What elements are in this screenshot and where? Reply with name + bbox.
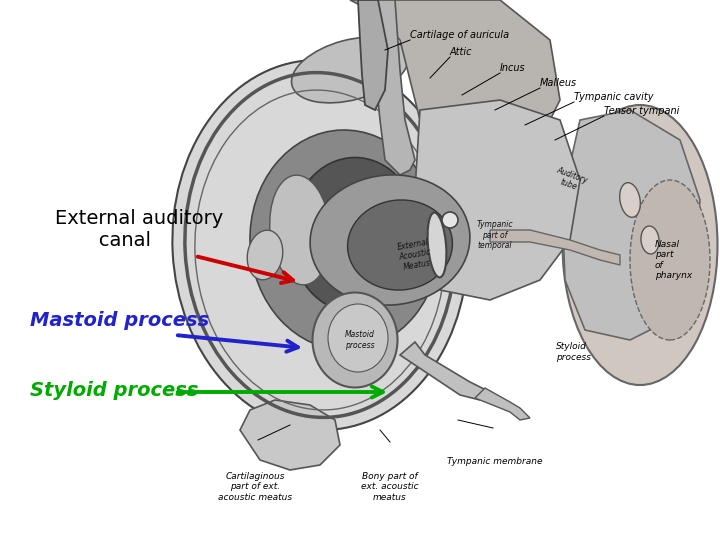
Polygon shape bbox=[370, 0, 415, 175]
Ellipse shape bbox=[247, 230, 283, 280]
Text: Tympanic membrane: Tympanic membrane bbox=[447, 457, 543, 466]
Text: Styloid
process: Styloid process bbox=[556, 342, 591, 362]
Ellipse shape bbox=[310, 175, 470, 305]
Polygon shape bbox=[350, 0, 560, 170]
Text: Tensor tympani: Tensor tympani bbox=[604, 106, 680, 116]
Text: Mastoid process: Mastoid process bbox=[30, 310, 210, 329]
Polygon shape bbox=[400, 342, 490, 400]
Polygon shape bbox=[358, 0, 388, 110]
Ellipse shape bbox=[290, 158, 420, 313]
Text: Bony part of
ext. acoustic
meatus: Bony part of ext. acoustic meatus bbox=[361, 472, 419, 502]
Text: Tympanic
part of
temporal: Tympanic part of temporal bbox=[477, 220, 513, 250]
Circle shape bbox=[442, 212, 458, 228]
Polygon shape bbox=[240, 400, 340, 470]
Polygon shape bbox=[475, 388, 530, 420]
Text: Cartilaginous
part of ext.
acoustic meatus: Cartilaginous part of ext. acoustic meat… bbox=[218, 472, 292, 502]
Text: Cartilage of auricula: Cartilage of auricula bbox=[410, 30, 509, 40]
Text: Incus: Incus bbox=[500, 63, 526, 73]
Ellipse shape bbox=[562, 105, 718, 385]
Ellipse shape bbox=[292, 37, 408, 103]
Text: Malleus: Malleus bbox=[540, 78, 577, 88]
Polygon shape bbox=[415, 100, 580, 300]
Ellipse shape bbox=[630, 180, 710, 340]
Text: Mastoid
process: Mastoid process bbox=[345, 330, 375, 350]
Text: Nasal
part
of
pharynx: Nasal part of pharynx bbox=[655, 240, 692, 280]
Ellipse shape bbox=[620, 183, 640, 217]
Polygon shape bbox=[562, 110, 700, 340]
Text: External
Acoustic
Meatus: External Acoustic Meatus bbox=[397, 238, 433, 273]
Text: Auditory
tube: Auditory tube bbox=[552, 165, 588, 194]
Text: Tympanic cavity: Tympanic cavity bbox=[574, 92, 654, 102]
Text: Styloid process: Styloid process bbox=[30, 381, 199, 400]
Ellipse shape bbox=[172, 60, 467, 430]
Ellipse shape bbox=[641, 226, 659, 254]
Text: External auditory
       canal: External auditory canal bbox=[55, 210, 223, 251]
Ellipse shape bbox=[270, 175, 330, 285]
Ellipse shape bbox=[348, 200, 452, 290]
Polygon shape bbox=[490, 230, 620, 265]
Ellipse shape bbox=[312, 293, 397, 388]
Ellipse shape bbox=[428, 213, 446, 278]
Ellipse shape bbox=[328, 304, 388, 372]
Text: Attic: Attic bbox=[450, 47, 472, 57]
Ellipse shape bbox=[250, 130, 440, 350]
